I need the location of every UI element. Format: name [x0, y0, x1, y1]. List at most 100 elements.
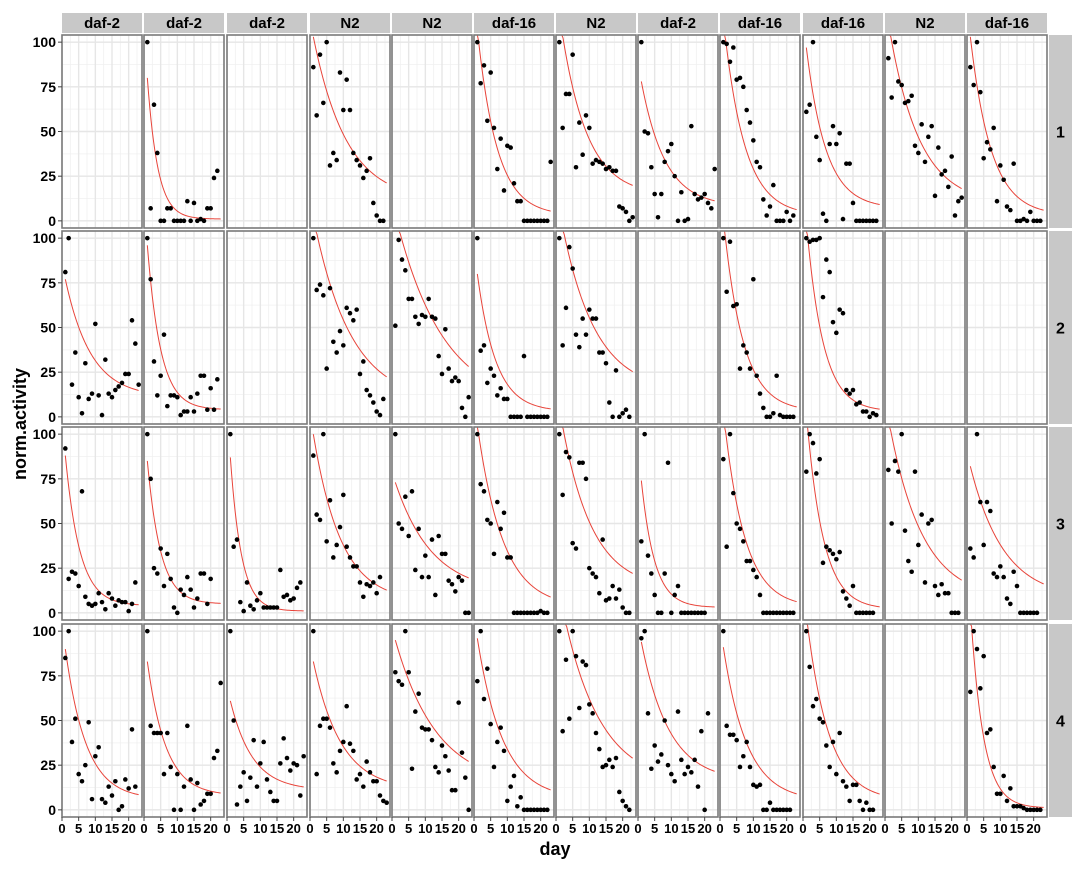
data-point — [761, 610, 766, 616]
data-point — [396, 678, 401, 684]
data-point — [511, 414, 517, 420]
y-tick-label: 25 — [40, 364, 56, 380]
data-point — [168, 206, 173, 211]
data-point — [341, 107, 346, 113]
data-point — [231, 544, 236, 550]
data-point — [357, 580, 363, 585]
data-point — [791, 610, 796, 616]
data-point — [850, 583, 856, 589]
data-point — [423, 314, 428, 320]
column-strip-label: daf-16 — [985, 15, 1029, 32]
data-point — [834, 556, 839, 562]
data-point — [347, 741, 353, 747]
data-point — [737, 526, 743, 532]
data-point — [731, 45, 736, 50]
x-tick-label: 0 — [716, 821, 723, 836]
panel-border — [473, 230, 555, 425]
column-strip-label: daf-2 — [249, 15, 285, 32]
data-point — [377, 218, 383, 224]
data-point — [354, 307, 359, 312]
data-point — [764, 213, 769, 218]
data-point — [311, 628, 316, 634]
panel-border — [802, 623, 884, 818]
x-tick-label: 15 — [517, 821, 531, 836]
data-point — [453, 787, 458, 793]
x-tick-label: 5 — [980, 821, 987, 836]
data-point — [587, 125, 592, 131]
data-point — [627, 807, 632, 813]
data-point — [1024, 610, 1030, 616]
data-point — [311, 453, 316, 458]
data-point — [560, 343, 565, 348]
y-tick-label: 75 — [40, 668, 56, 684]
data-point — [906, 98, 911, 104]
data-point — [580, 316, 585, 321]
fit-curve — [969, 36, 1044, 211]
data-point — [439, 743, 445, 748]
data-point — [747, 764, 753, 770]
data-point — [912, 469, 918, 474]
data-point — [155, 150, 160, 156]
fit-curve — [806, 426, 880, 608]
data-point — [685, 216, 691, 222]
data-point — [268, 605, 273, 610]
fit-curve — [313, 230, 387, 378]
row-strip-label: 4 — [1056, 714, 1065, 731]
data-point — [364, 387, 369, 393]
data-point — [535, 414, 540, 420]
facet-panel — [473, 623, 555, 818]
data-point — [357, 771, 363, 777]
data-point — [971, 628, 976, 634]
data-point — [847, 603, 852, 609]
data-point — [161, 218, 167, 224]
data-point — [201, 373, 207, 379]
data-point — [521, 610, 527, 616]
data-point — [317, 52, 323, 57]
data-point — [478, 348, 483, 354]
data-point — [824, 218, 829, 224]
data-point — [337, 524, 343, 530]
data-point — [254, 598, 260, 603]
data-point — [501, 748, 507, 754]
panel-border — [391, 34, 473, 229]
data-point — [751, 567, 756, 573]
y-tick-label: 100 — [33, 230, 57, 246]
data-point — [175, 610, 180, 616]
data-point — [508, 555, 513, 560]
data-point — [672, 173, 677, 179]
data-point — [116, 384, 121, 389]
data-point — [791, 414, 796, 420]
data-point — [946, 590, 951, 596]
column-strip — [885, 13, 965, 33]
data-point — [705, 200, 711, 206]
data-point — [518, 610, 523, 616]
data-point — [73, 571, 78, 576]
data-point — [541, 218, 547, 224]
data-point — [991, 571, 996, 576]
data-point — [525, 610, 530, 616]
data-point — [403, 628, 408, 634]
fit-curve — [312, 661, 387, 782]
data-point — [724, 289, 729, 295]
y-tick-label: 50 — [40, 516, 56, 532]
data-point — [824, 257, 829, 262]
data-point — [331, 150, 336, 156]
data-point — [485, 118, 490, 124]
data-point — [557, 628, 562, 634]
facet-panel — [802, 623, 884, 818]
data-point — [620, 605, 625, 610]
data-point — [567, 91, 572, 97]
panel-border — [966, 34, 1048, 229]
data-point — [936, 145, 941, 150]
panels-layer — [61, 34, 1048, 818]
data-point — [531, 218, 537, 224]
data-point — [488, 70, 493, 75]
data-point — [978, 499, 983, 505]
fit-curve — [559, 426, 633, 574]
data-point — [374, 213, 379, 218]
data-point — [830, 123, 836, 129]
data-point — [804, 109, 809, 115]
data-point — [702, 191, 707, 197]
data-point — [949, 610, 954, 616]
data-point — [508, 145, 513, 150]
